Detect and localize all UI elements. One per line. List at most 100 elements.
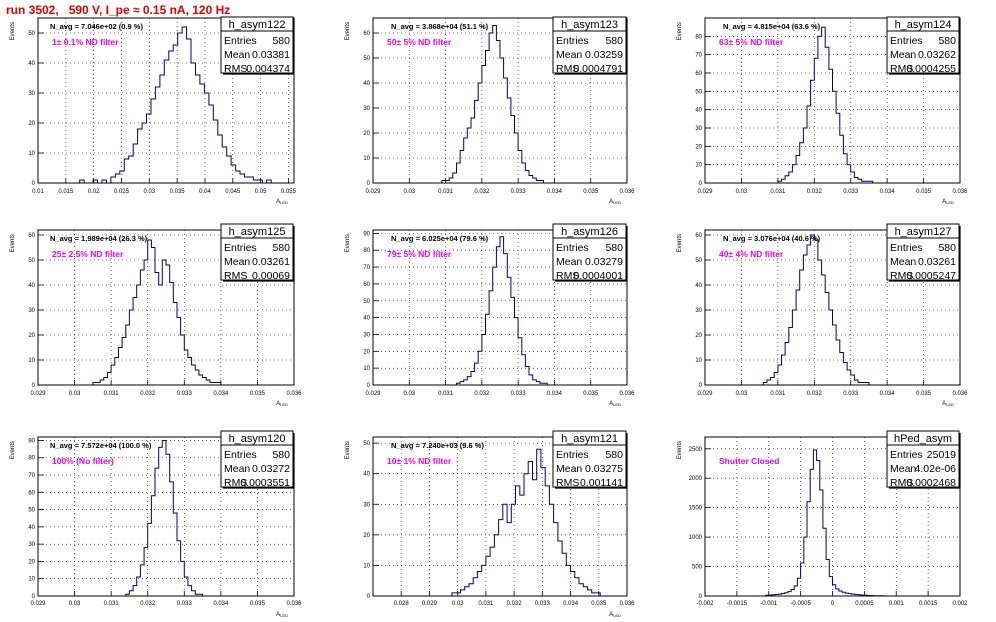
y-tick-label: 10: [363, 563, 370, 569]
stats-box-frame: [220, 16, 294, 74]
x-tick-label: 0.029: [30, 391, 46, 397]
x-tick-label: 0.029: [422, 601, 438, 607]
histogram-panel-h_asym123: 0.029 0.03 0.031 0.032 0.033 0.034 0.035 0.036 0…: [345, 16, 635, 205]
stats-value-rms: 0.0004791: [573, 63, 623, 75]
x-tick-label: 0.015: [58, 189, 74, 195]
x-tick-label: 0.036: [619, 189, 635, 195]
x-tick-label: 0.035: [250, 601, 266, 607]
y-tick-label: 20: [363, 349, 370, 355]
stats-value-entries: 580: [605, 35, 623, 47]
run-title: run 3502, 590 V, I_pe ≈ 0.15 nA, 120 Hz: [6, 3, 231, 17]
x-tick-label: 0.05: [255, 189, 267, 195]
y-tick-label: 50: [28, 31, 35, 37]
stats-box: h_asym121 Entries 580 Mean 0.03275 RMS 0.00114…: [552, 430, 628, 489]
stats-box: h_asym124 Entries 580 Mean 0.03262 RMS0.00042…: [886, 16, 961, 75]
stats-value-mean: 0.03259: [585, 49, 623, 61]
x-tick-label: 0.029: [30, 601, 46, 607]
histogram-line: [762, 234, 870, 385]
y-axis-title: Events: [10, 22, 16, 40]
stats-value-mean: 0.03275: [585, 463, 623, 475]
x-tick-label: 0.031: [104, 391, 120, 397]
stats-label-rms: RMS: [224, 270, 247, 282]
navg-label: N_avg = 7.046e+02 (0.9 %): [50, 22, 143, 31]
y-tick-label: 50: [695, 258, 702, 264]
histogram-panel-h_asym125: 0.029 0.03 0.031 0.032 0.033 0.034 0.035 0.036 0…: [10, 223, 302, 407]
stats-label-mean: Mean: [556, 256, 582, 268]
filter-annotation: 63± 5% ND filter: [719, 37, 784, 47]
x-tick-label: 0.0015: [919, 601, 938, 607]
stats-box-frame: [886, 16, 960, 74]
x-tick-label: 0.028: [394, 601, 410, 607]
y-tick-label: 50: [28, 508, 35, 514]
x-tick-label: 0.031: [478, 601, 494, 607]
x-axis-title: ALED: [609, 199, 621, 205]
x-tick-label: 0.032: [140, 391, 156, 397]
x-tick-label: 0.01: [32, 189, 44, 195]
grid-lines: [38, 18, 294, 183]
y-tick-label: 40: [363, 81, 370, 87]
y-tick-label: 80: [695, 34, 702, 40]
x-tick-label: 0.034: [213, 601, 229, 607]
stats-label-rms: RMS: [556, 270, 579, 282]
y-tick-label: 30: [695, 126, 702, 132]
histogram-name: h_asym126: [561, 226, 618, 238]
histogram-panel-h_asym121: 0.028 0.029 0.03 0.031 0.032 0.033 0.034 0.035 0…: [345, 430, 635, 618]
x-tick-label: 0.03: [69, 601, 81, 607]
y-tick-label: 70: [28, 473, 35, 479]
stats-value-mean: 0.03261: [918, 256, 956, 268]
x-tick-label: 0.055: [281, 189, 297, 195]
y-tick-label: 30: [695, 308, 702, 314]
x-tick-label: 0.0005: [855, 601, 874, 607]
stats-label-mean: Mean: [890, 463, 916, 475]
stats-box: h_asym120 Entries 580 Mean 0.03272 RMS0.00035…: [220, 430, 295, 489]
y-tick-label: 80: [28, 456, 35, 462]
x-tick-label: 0.035: [916, 189, 932, 195]
y-tick-label: 1000: [689, 535, 703, 541]
x-tick-label: 0.033: [843, 391, 859, 397]
stats-label-mean: Mean: [224, 256, 250, 268]
y-axis-title: Events: [677, 441, 683, 459]
stats-value-entries: 580: [272, 449, 290, 461]
x-axis-title: ALED: [276, 401, 288, 407]
plot-frame: [704, 229, 961, 386]
stats-label-rms: RMS: [890, 63, 913, 75]
stats-label-entries: Entries: [890, 449, 923, 461]
stats-box-frame: [886, 430, 960, 488]
histogram-name: h_asym127: [895, 226, 952, 238]
y-tick-label: 0: [699, 181, 703, 187]
y-axis-title: Events: [10, 441, 16, 459]
stats-value-rms: 0.001141: [580, 477, 623, 489]
histogram-name: h_asym121: [561, 433, 618, 445]
y-tick-label: 30: [28, 542, 35, 548]
histogram-line: [92, 239, 222, 385]
filter-annotation: 100% (No filter): [52, 456, 114, 466]
y-tick-label: 0: [699, 594, 703, 600]
stats-value-rms: 0.0004001: [573, 270, 623, 282]
x-tick-label: 0.025: [114, 189, 130, 195]
histogram-name: h_asym125: [229, 226, 286, 238]
x-tick-label: 0.034: [563, 601, 579, 607]
histogram-name: h_asym120: [229, 433, 286, 445]
y-tick-label: 50: [363, 299, 370, 305]
x-tick-label: 0.03: [403, 189, 415, 195]
stats-box: h_asym122 Entries 580 Mean 0.03381 RMS0.00437…: [220, 16, 295, 75]
histogram-line: [441, 25, 544, 183]
stats-box-frame: [552, 16, 627, 74]
x-axis-title: ALED: [276, 612, 288, 618]
x-tick-label: -0.001: [760, 601, 778, 607]
x-tick-label: 0.035: [591, 601, 607, 607]
y-tick-label: 10: [695, 358, 702, 364]
x-tick-label: 0.029: [697, 189, 713, 195]
plot-frame: [37, 229, 295, 386]
y-tick-label: 20: [28, 121, 35, 127]
stats-label-entries: Entries: [224, 242, 257, 254]
y-tick-label: 10: [28, 151, 35, 157]
y-tick-label: 0: [367, 181, 371, 187]
x-tick-label: 0.03: [69, 391, 81, 397]
histogram-line: [79, 26, 272, 184]
navg-label: N_avg = 1.989e+04 (26.3 %): [50, 234, 148, 243]
y-tick-label: 20: [363, 533, 370, 539]
x-tick-label: 0.035: [583, 391, 599, 397]
stats-value-entries: 580: [605, 449, 623, 461]
